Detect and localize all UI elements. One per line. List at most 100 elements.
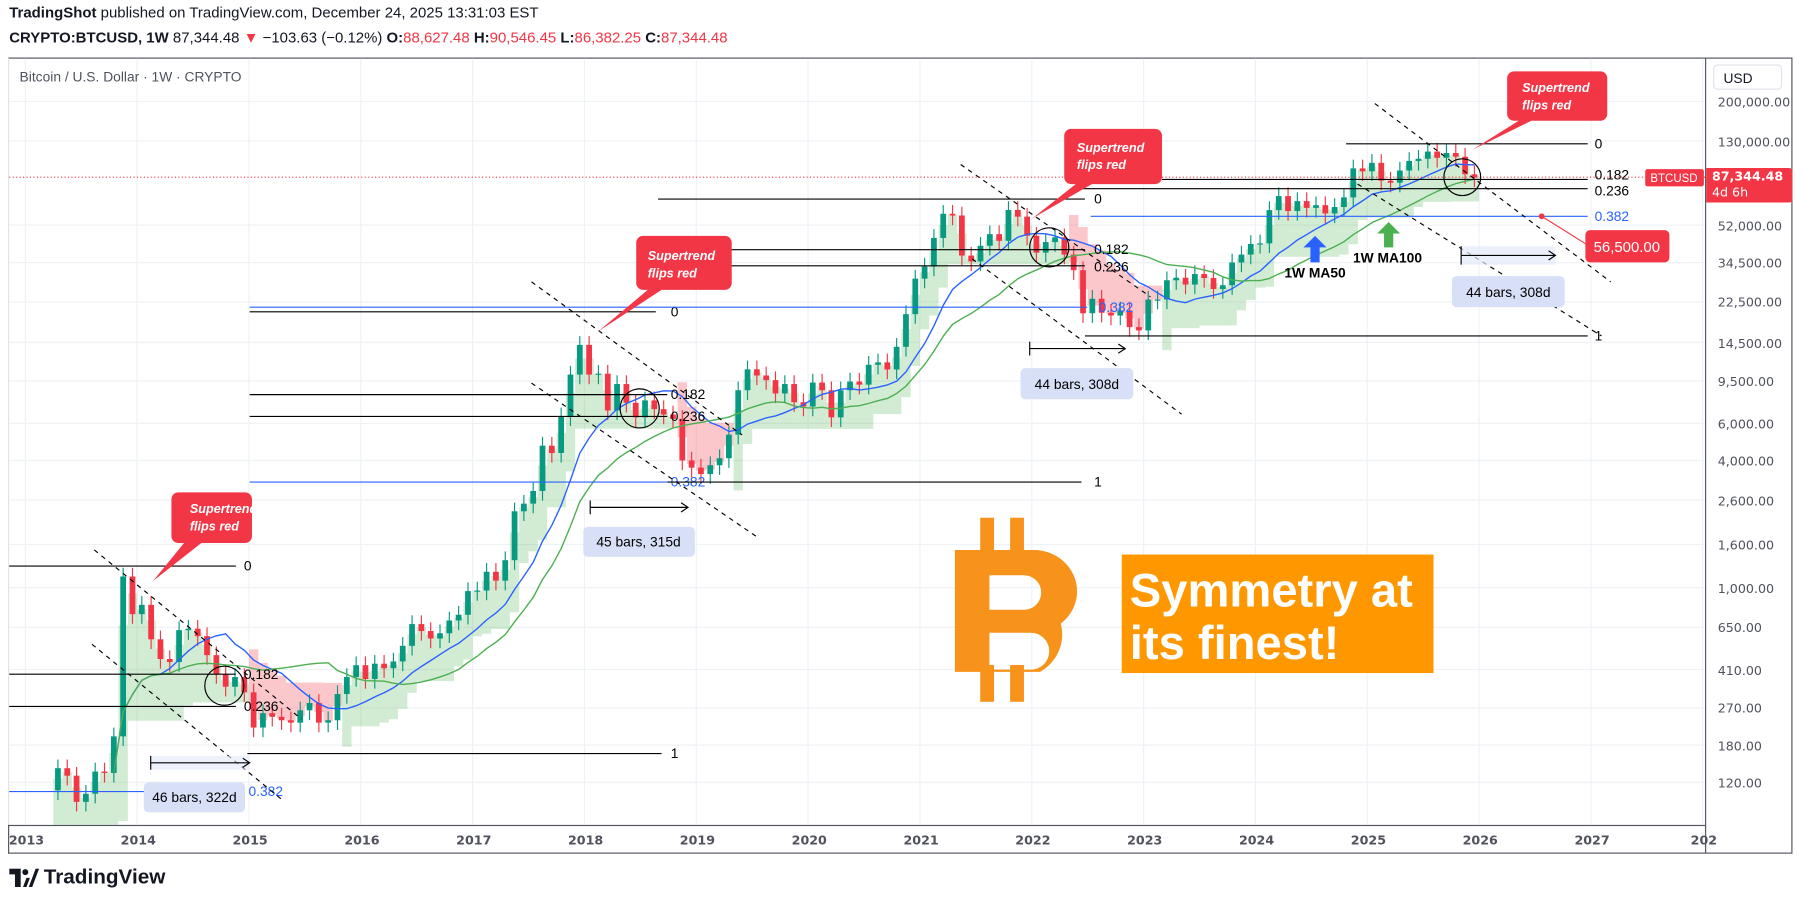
author[interactable]: TradingShot: [9, 3, 97, 21]
candle[interactable]: [455, 606, 462, 631]
candle[interactable]: [1341, 188, 1347, 217]
candle[interactable]: [903, 305, 909, 357]
price-axis[interactable]: USD 200,000.00 130,000.00 52,000.00 34,500.…: [1705, 57, 1793, 854]
candle[interactable]: [865, 356, 872, 395]
candle[interactable]: [502, 551, 509, 591]
candle[interactable]: [1164, 271, 1170, 310]
ma50-line[interactable]: [113, 163, 1475, 773]
fib-cycle-2013[interactable]: 0 0.182 0.236 0.382 1: [9, 549, 678, 801]
candle[interactable]: [1070, 245, 1077, 280]
candle[interactable]: [586, 336, 592, 385]
candle[interactable]: [474, 581, 481, 601]
candle[interactable]: [213, 646, 220, 684]
candle[interactable]: [64, 759, 71, 786]
candle[interactable]: [931, 229, 937, 277]
candle[interactable]: [1313, 196, 1319, 218]
candle[interactable]: [968, 246, 975, 272]
candle[interactable]: [940, 205, 947, 248]
candle[interactable]: [1452, 144, 1459, 167]
candle[interactable]: [688, 451, 695, 478]
candle[interactable]: [604, 364, 611, 421]
ma100-line[interactable]: [113, 178, 1475, 773]
candle[interactable]: [288, 711, 294, 733]
candle[interactable]: [371, 654, 378, 689]
candle[interactable]: [55, 759, 61, 801]
candle[interactable]: [1005, 201, 1012, 251]
candle[interactable]: [353, 656, 360, 687]
candle[interactable]: [325, 711, 332, 733]
candle[interactable]: [1378, 154, 1385, 191]
candle[interactable]: [409, 615, 415, 656]
candle[interactable]: [483, 563, 490, 601]
candle[interactable]: [1182, 268, 1189, 295]
candle[interactable]: [698, 458, 704, 484]
candle[interactable]: [595, 364, 602, 385]
candle[interactable]: [120, 567, 127, 747]
candle[interactable]: [1201, 265, 1208, 288]
candle[interactable]: [847, 372, 853, 400]
candle[interactable]: [110, 727, 117, 783]
measure-2017[interactable]: 45 bars, 315d: [583, 500, 695, 557]
candle[interactable]: [1080, 261, 1086, 323]
chart-panel[interactable]: [8, 57, 1707, 827]
candle[interactable]: [893, 338, 900, 380]
candle[interactable]: [315, 694, 322, 733]
candle[interactable]: [92, 762, 99, 804]
currency-button[interactable]: USD: [1713, 64, 1783, 90]
candle[interactable]: [949, 205, 956, 226]
candle[interactable]: [921, 257, 928, 289]
symbol[interactable]: CRYPTO:BTCUSD, 1W: [9, 28, 169, 47]
candle[interactable]: [660, 400, 667, 425]
candle[interactable]: [101, 762, 108, 783]
candle[interactable]: [1098, 289, 1105, 323]
candle[interactable]: [73, 766, 80, 812]
candle[interactable]: [260, 704, 266, 738]
candle[interactable]: [884, 353, 891, 380]
candle[interactable]: [539, 436, 546, 501]
candle[interactable]: [399, 637, 406, 672]
candle[interactable]: [753, 360, 760, 386]
candle[interactable]: [1369, 154, 1375, 181]
candle[interactable]: [157, 630, 164, 669]
candle[interactable]: [1052, 228, 1058, 252]
candle[interactable]: [176, 621, 182, 672]
candle[interactable]: [1303, 192, 1310, 218]
candle[interactable]: [1042, 233, 1049, 263]
candle[interactable]: [390, 652, 397, 678]
candle[interactable]: [185, 619, 192, 640]
candle[interactable]: [437, 624, 443, 649]
candle[interactable]: [446, 611, 453, 643]
candle[interactable]: [1173, 268, 1180, 290]
candle[interactable]: [958, 206, 965, 266]
time-axis[interactable]: 2013 2014 2015 2016 2017 2018 2019 2020 2021 2022…: [8, 824, 1717, 854]
candle[interactable]: [418, 615, 425, 641]
callout-2025[interactable]: Supertrend flips red: [1472, 71, 1608, 150]
candle[interactable]: [1154, 290, 1161, 310]
candle[interactable]: [222, 665, 229, 697]
candle[interactable]: [1350, 159, 1357, 208]
candle[interactable]: [1247, 235, 1254, 265]
candle[interactable]: [1322, 196, 1329, 224]
candle[interactable]: [465, 582, 471, 625]
candle[interactable]: [986, 225, 993, 256]
candle[interactable]: [1126, 301, 1133, 337]
candle[interactable]: [269, 704, 276, 727]
candle[interactable]: [1257, 234, 1263, 254]
candle[interactable]: [1238, 245, 1245, 273]
candle[interactable]: [809, 373, 816, 417]
candle[interactable]: [856, 372, 863, 395]
candle[interactable]: [1285, 187, 1291, 221]
candle[interactable]: [875, 353, 881, 375]
candle[interactable]: [772, 371, 779, 404]
candle[interactable]: [548, 436, 555, 463]
candle[interactable]: [278, 708, 285, 730]
candle[interactable]: [427, 622, 434, 649]
candle[interactable]: [194, 619, 201, 646]
fib-cycle-2017[interactable]: 0 0.182 0.236 0.382 1: [249, 281, 1102, 537]
candle[interactable]: [521, 494, 527, 521]
candle[interactable]: [763, 366, 770, 390]
candle[interactable]: [1462, 147, 1468, 184]
candle[interactable]: [716, 449, 723, 475]
candle[interactable]: [707, 456, 714, 484]
candle[interactable]: [819, 373, 825, 400]
